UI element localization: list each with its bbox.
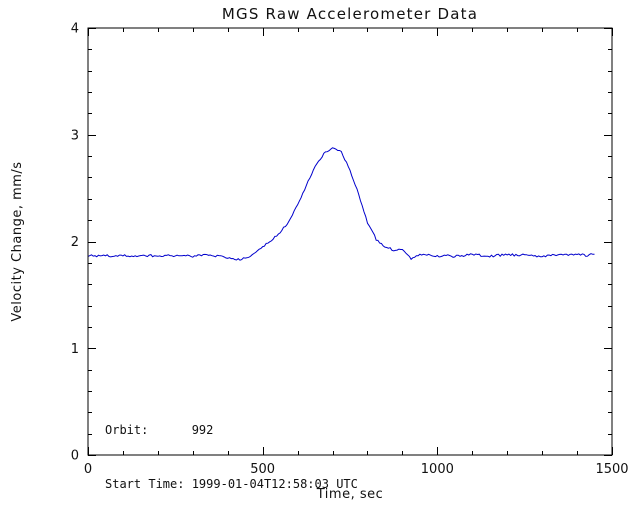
chart-title: MGS Raw Accelerometer Data: [221, 5, 479, 23]
annotation-block: Orbit: 992 Start Time: 1999-01-04T12:58:…: [105, 385, 358, 512]
svg-text:0: 0: [84, 462, 92, 477]
svg-text:0: 0: [71, 449, 79, 464]
annotation-orbit: Orbit: 992: [105, 423, 214, 437]
svg-text:4: 4: [71, 22, 79, 37]
x-axis-label: Time, sec: [316, 487, 384, 502]
y-axis-label: Velocity Change, mm/s: [10, 161, 25, 322]
annotation-start-time: Start Time: 1999-01-04T12:58:03 UTC: [105, 477, 358, 491]
svg-text:500: 500: [250, 462, 275, 477]
svg-text:1: 1: [71, 342, 79, 357]
svg-text:1000: 1000: [421, 462, 454, 477]
svg-text:3: 3: [71, 128, 79, 143]
svg-text:1500: 1500: [595, 462, 628, 477]
svg-text:2: 2: [71, 235, 79, 250]
